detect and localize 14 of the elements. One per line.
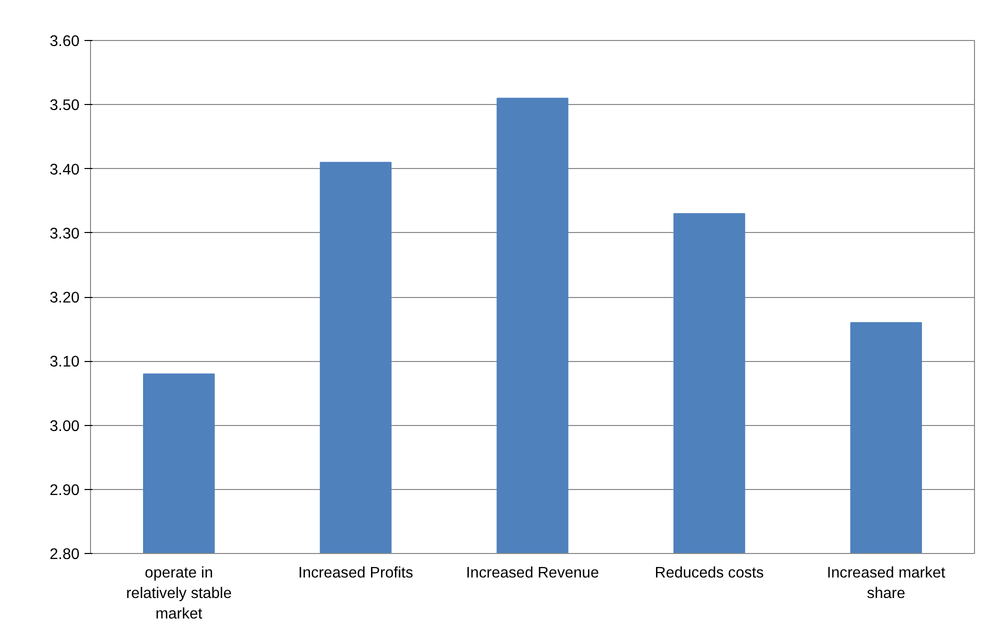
y-tick-label: 3.00 <box>50 418 80 435</box>
y-tick-label: 2.80 <box>50 546 80 563</box>
y-tick-label: 3.30 <box>50 225 80 242</box>
x-tick-label: Increased market share <box>826 564 946 602</box>
y-tick-label: 3.10 <box>50 354 80 371</box>
y-tick-label: 3.40 <box>50 161 80 178</box>
x-tick-label: operate in relatively stable market <box>126 564 232 622</box>
x-tick-label: Increased Revenue <box>466 564 599 582</box>
y-tick-label: 3.60 <box>50 33 80 50</box>
x-tick-label: Increased Profits <box>298 564 414 582</box>
x-tick-label: Reduceds costs <box>654 564 764 582</box>
y-tick-label: 3.20 <box>50 290 80 306</box>
y-tick-label: 2.90 <box>50 482 80 499</box>
y-tick-label: 3.50 <box>50 97 80 114</box>
